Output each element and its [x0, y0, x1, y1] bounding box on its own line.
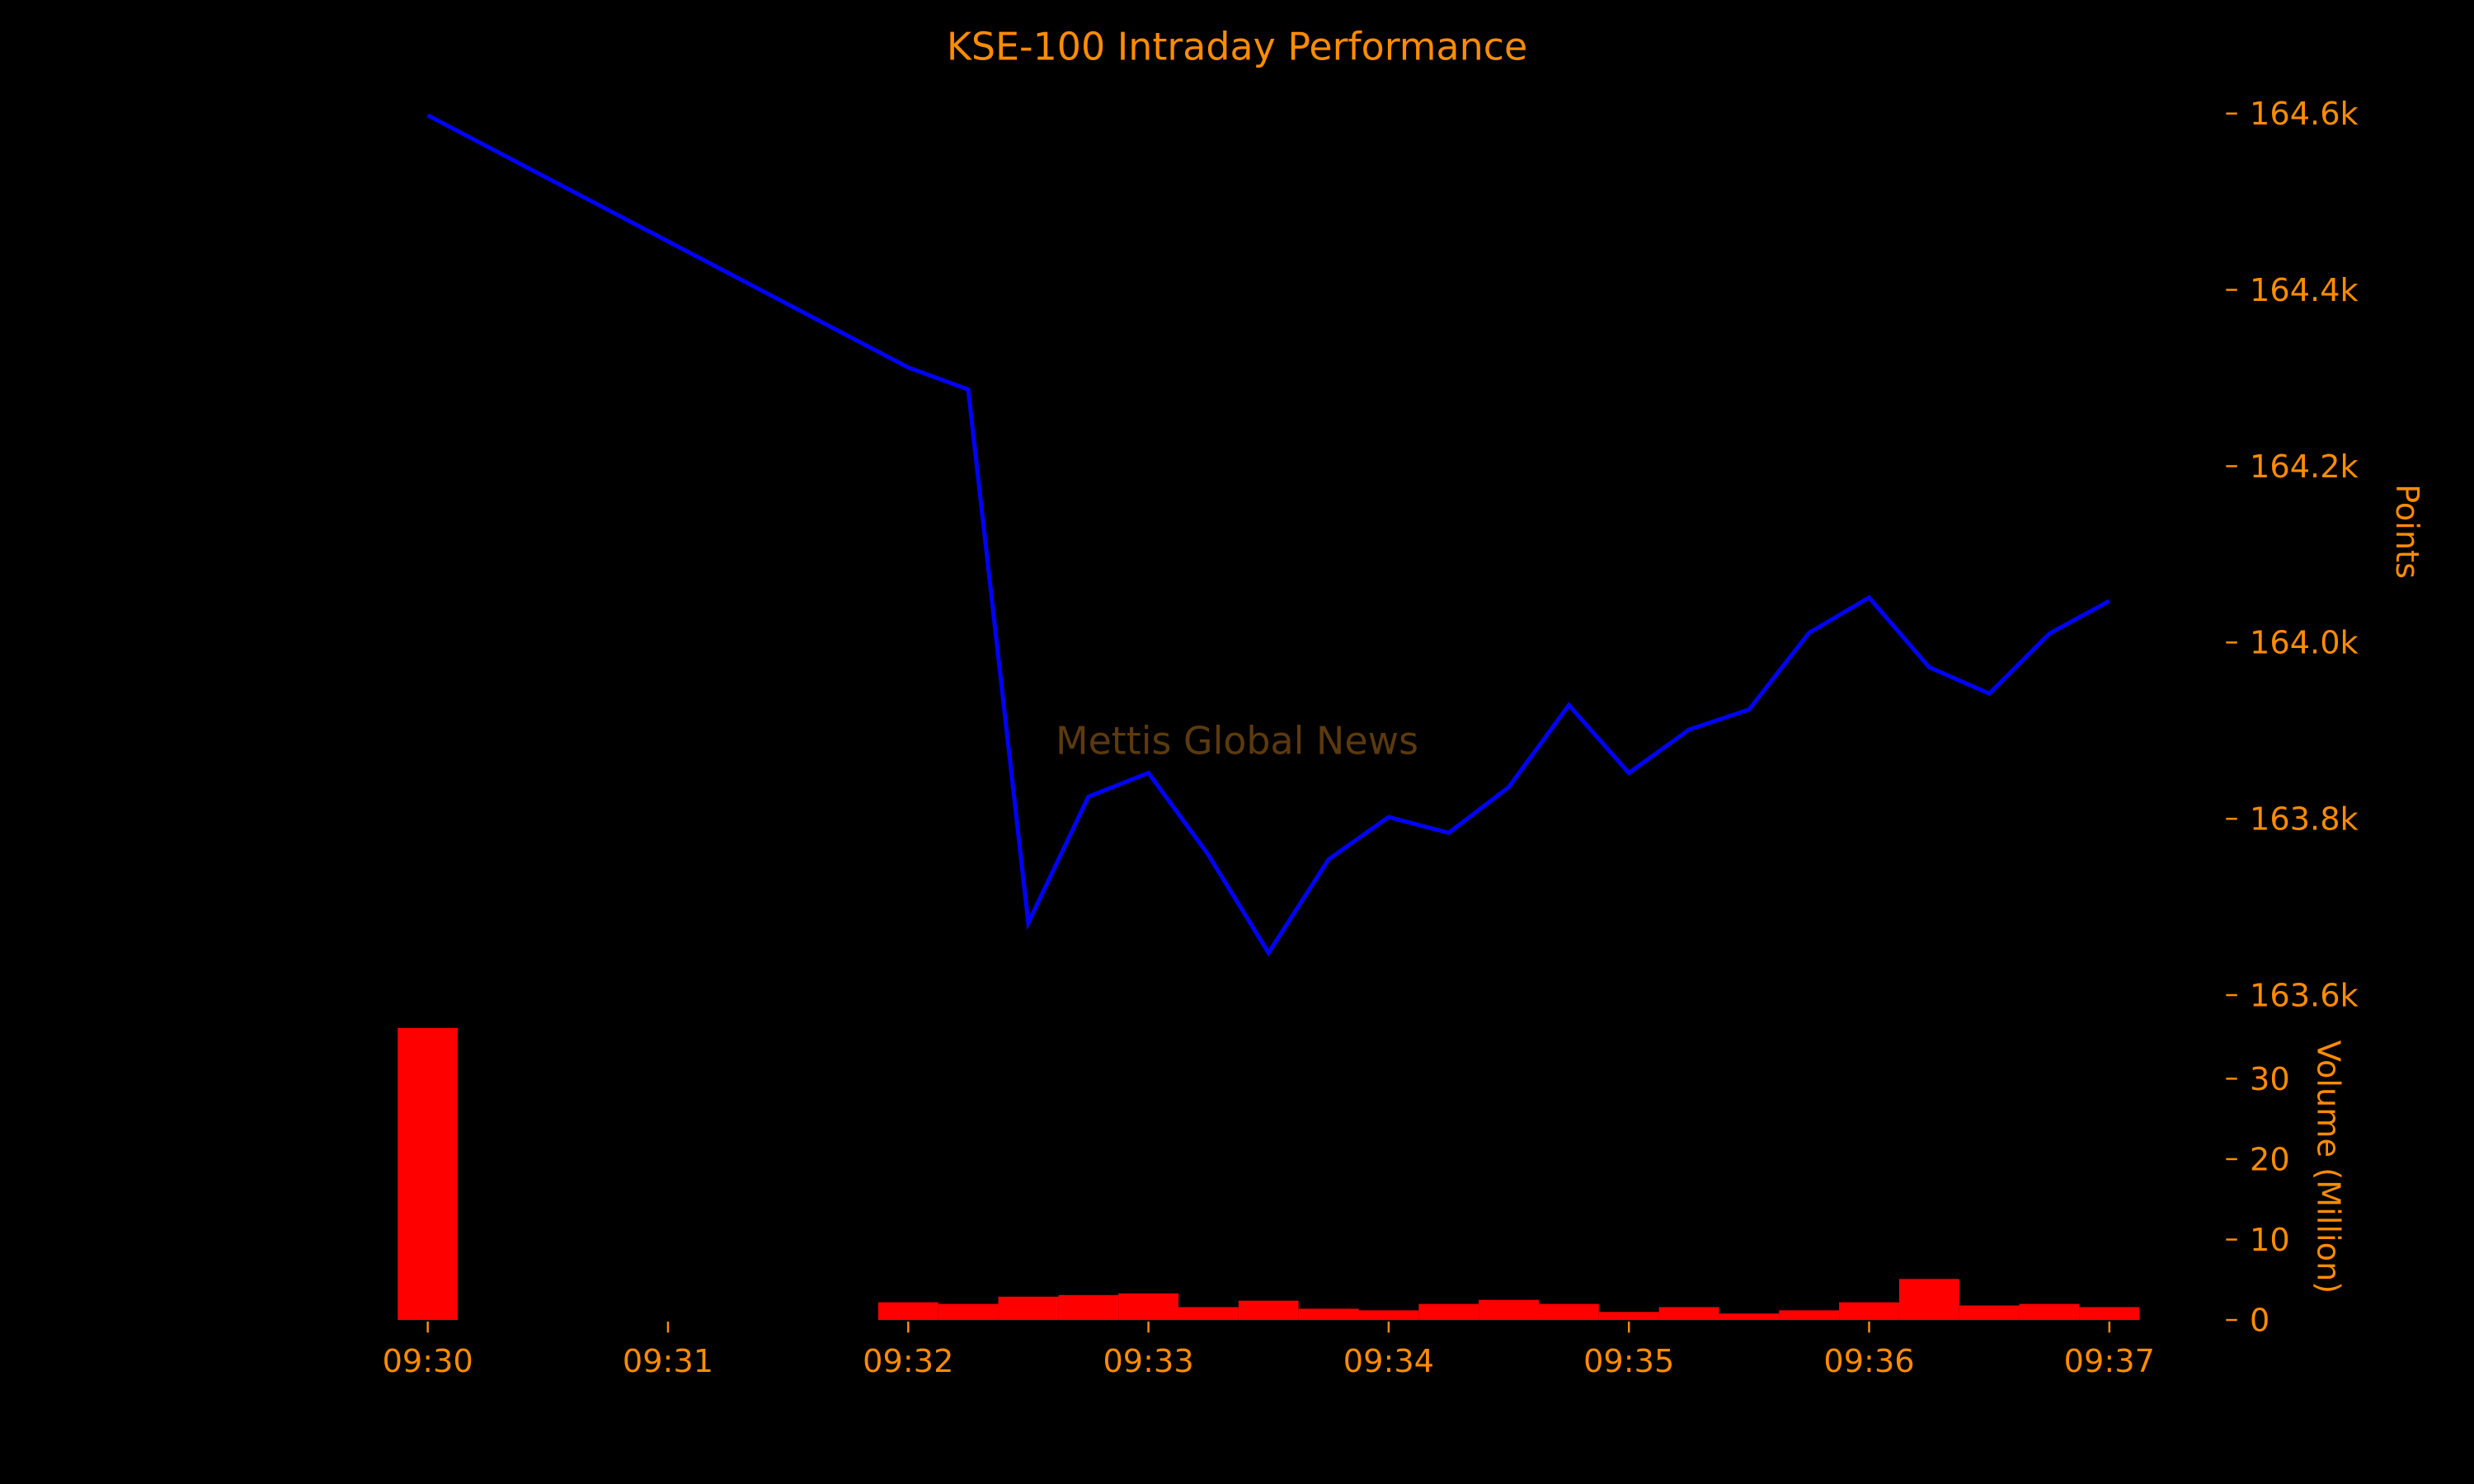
time-tick-label: 09:31 [623, 1343, 713, 1380]
price-axis-label: Points [2388, 484, 2425, 579]
time-tick-label: 09:32 [863, 1343, 953, 1380]
price-tick-label: 163.8k [2250, 801, 2359, 838]
volume-axis-label: Volume (Million) [2309, 1040, 2346, 1294]
chart-title: KSE-100 Intraday Performance [947, 25, 1527, 69]
price-line [426, 113, 2110, 957]
watermark: Mettis Global News [1056, 718, 1418, 763]
volume-tick-label: 0 [2250, 1302, 2269, 1339]
volume-bar [1058, 1294, 1119, 1321]
price-tick-label: 164.6k [2250, 96, 2359, 133]
volume-bar [397, 1027, 459, 1321]
volume-bar [1118, 1293, 1179, 1321]
volume-bar [1959, 1305, 2020, 1321]
volume-bar [1538, 1303, 1599, 1321]
volume-tick-label: 20 [2250, 1141, 2290, 1178]
volume-bar [1779, 1310, 1840, 1321]
price-tick-label: 164.4k [2250, 272, 2359, 309]
time-tick-label: 09:35 [1583, 1343, 1674, 1380]
volume-bar [1598, 1312, 1659, 1321]
volume-bar [877, 1302, 938, 1321]
volume-bar [1719, 1313, 1780, 1321]
volume-bar [1898, 1279, 1959, 1321]
time-tick-label: 09:37 [2064, 1343, 2155, 1380]
volume-bar [938, 1303, 999, 1321]
volume-bar [1658, 1307, 1719, 1321]
volume-bar [1479, 1299, 1539, 1321]
volume-bar [1839, 1302, 1899, 1321]
time-tick-label: 09:36 [1823, 1343, 1914, 1380]
volume-bar [1418, 1303, 1479, 1321]
volume-bar [1238, 1300, 1299, 1321]
time-tick-label: 09:33 [1103, 1343, 1193, 1380]
time-tick-label: 09:30 [383, 1343, 473, 1380]
price-tick-label: 164.2k [2250, 448, 2359, 486]
volume-bar [1178, 1307, 1239, 1321]
time-tick-label: 09:34 [1343, 1343, 1434, 1380]
volume-bar [1298, 1308, 1359, 1321]
price-tick-label: 164.0k [2250, 625, 2359, 662]
volume-bar [2019, 1303, 2080, 1321]
price-tick-label: 163.6k [2250, 977, 2359, 1014]
volume-tick-label: 10 [2250, 1222, 2290, 1259]
volume-bar [1358, 1310, 1419, 1321]
volume-bar [998, 1296, 1059, 1321]
volume-tick-label: 30 [2250, 1061, 2290, 1098]
volume-bar [2079, 1307, 2140, 1321]
